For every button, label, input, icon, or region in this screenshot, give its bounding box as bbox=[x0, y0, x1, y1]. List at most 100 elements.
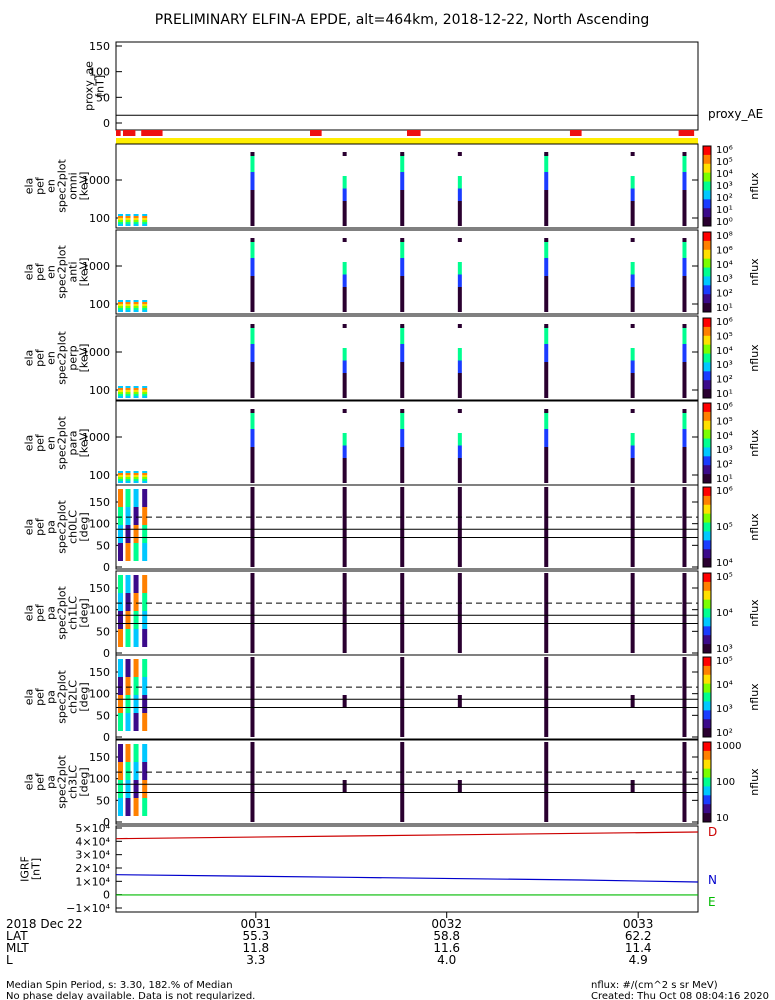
spectrogram-cell bbox=[630, 458, 635, 471]
spectrogram-cell bbox=[142, 507, 148, 525]
panel-frame bbox=[115, 315, 699, 401]
spectrogram-cell bbox=[118, 310, 123, 312]
spectrogram-cell bbox=[342, 470, 347, 483]
spectrogram-cell bbox=[400, 657, 405, 737]
spectrogram-cell bbox=[133, 471, 139, 473]
spectrogram-cell bbox=[544, 573, 549, 653]
colorbar-segment bbox=[703, 465, 711, 475]
spectrogram-cell bbox=[457, 695, 462, 707]
flag-red-segment bbox=[310, 130, 322, 136]
igrf-ytick-label: 0 bbox=[103, 889, 110, 902]
spectrogram-cell bbox=[544, 409, 549, 413]
colorbar-segment bbox=[703, 456, 711, 466]
spectrogram-cell bbox=[142, 481, 148, 483]
spectrogram-cell bbox=[400, 411, 405, 429]
spectrogram-cell bbox=[342, 201, 347, 214]
spectrogram-cell bbox=[544, 190, 549, 208]
spectrogram-cell bbox=[142, 310, 148, 312]
panel-ytick-label: 1000 bbox=[82, 260, 110, 273]
spectrogram-cell bbox=[457, 373, 462, 386]
spectrogram-cell bbox=[133, 300, 139, 302]
colorbar-segment bbox=[703, 719, 711, 729]
spectrogram-cell bbox=[133, 396, 139, 398]
colorbar-label: nflux bbox=[748, 599, 761, 627]
spectrogram-cell bbox=[125, 525, 131, 543]
colorbar-tick-label: 10⁶ bbox=[716, 402, 733, 413]
spectrogram-cell bbox=[544, 657, 549, 737]
igrf-ytick-label: −1×10⁴ bbox=[66, 902, 110, 915]
spectrogram-cell bbox=[118, 525, 123, 543]
spectrogram-cell bbox=[342, 780, 347, 792]
panel-ylabel-line: spec2plot bbox=[56, 670, 69, 724]
panel-ylabel-line: ela bbox=[23, 519, 36, 536]
spectrogram-cell bbox=[125, 304, 131, 306]
colorbar-tick-label: 10⁶ bbox=[716, 486, 733, 497]
spectrogram-cell bbox=[125, 611, 131, 629]
spectrogram-cell bbox=[125, 677, 131, 695]
spectrogram-cell bbox=[125, 481, 131, 483]
spectrogram-cell bbox=[142, 477, 148, 479]
spectrogram-cell bbox=[457, 299, 462, 312]
spectrogram-cell bbox=[544, 294, 549, 312]
spectrogram-cell bbox=[118, 475, 123, 477]
spectrogram-cell bbox=[125, 713, 131, 731]
spectrogram-cell bbox=[142, 392, 148, 394]
colorbar-segment bbox=[703, 590, 711, 601]
panel-ytick-label: 150 bbox=[89, 582, 110, 595]
panel-ytick-label: 150 bbox=[89, 666, 110, 679]
ephem-value: 4.9 bbox=[629, 953, 648, 967]
colorbar-segment bbox=[703, 217, 711, 227]
spectrogram-cell bbox=[630, 487, 635, 567]
colorbar-segment bbox=[703, 635, 711, 645]
colorbar-tick-label: 10¹ bbox=[716, 474, 733, 485]
colorbar-segment bbox=[703, 531, 711, 541]
panel-ylabel-line: [keV] bbox=[78, 258, 91, 287]
colorbar-segment bbox=[703, 786, 711, 796]
spectrogram-cell bbox=[118, 473, 123, 475]
colorbar-frame bbox=[702, 572, 712, 654]
spectrogram-cell bbox=[457, 348, 462, 361]
colorbar-segment bbox=[703, 326, 711, 337]
spectrogram-cell bbox=[142, 695, 148, 713]
spectrogram-cell bbox=[142, 489, 148, 507]
igrf-legend-E: E bbox=[708, 895, 716, 909]
colorbar-label: nflux bbox=[748, 429, 761, 457]
spectrogram-cell bbox=[250, 276, 255, 294]
spectrogram-cell bbox=[133, 575, 139, 593]
spectrogram-cell bbox=[342, 695, 347, 707]
spectrogram-cell bbox=[118, 543, 123, 561]
spectrogram-cell bbox=[544, 380, 549, 398]
spectrogram-cell bbox=[118, 386, 123, 388]
spectrogram-cell bbox=[400, 465, 405, 483]
colorbar-segment bbox=[703, 608, 711, 618]
spectrogram-cell bbox=[142, 390, 148, 392]
colorbar-segment bbox=[703, 813, 711, 823]
proxy-ytick-label: 150 bbox=[89, 40, 110, 53]
spectrogram-cell bbox=[118, 396, 123, 398]
spectrogram-cell bbox=[630, 780, 635, 792]
spectrogram-cell bbox=[133, 629, 139, 647]
spectrogram-cell bbox=[544, 324, 549, 328]
panel-ylabel-line: pef bbox=[34, 433, 47, 452]
spectrogram-cell bbox=[457, 780, 462, 792]
spectrogram-cell bbox=[142, 611, 148, 629]
ephem-value: 4.0 bbox=[437, 953, 456, 967]
spectrogram-cell bbox=[457, 238, 462, 242]
spectrogram-cell bbox=[682, 411, 687, 429]
colorbar-segment bbox=[703, 240, 711, 251]
spectrogram-cell bbox=[682, 447, 687, 465]
ephem-value: 11.6 bbox=[433, 941, 460, 955]
spectrogram-cell bbox=[125, 762, 131, 780]
spectrogram-cell bbox=[682, 742, 687, 822]
panel-ytick-label: 0 bbox=[103, 647, 110, 660]
panel-ylabel-line: en bbox=[45, 436, 58, 450]
panel-ytick-label: 100 bbox=[89, 518, 110, 531]
colorbar-frame bbox=[702, 231, 712, 313]
ephem-value: 11.4 bbox=[625, 941, 652, 955]
ephem-value: 11.8 bbox=[242, 941, 269, 955]
quality-flag-bar bbox=[116, 130, 698, 144]
spectrogram-cell bbox=[342, 299, 347, 312]
